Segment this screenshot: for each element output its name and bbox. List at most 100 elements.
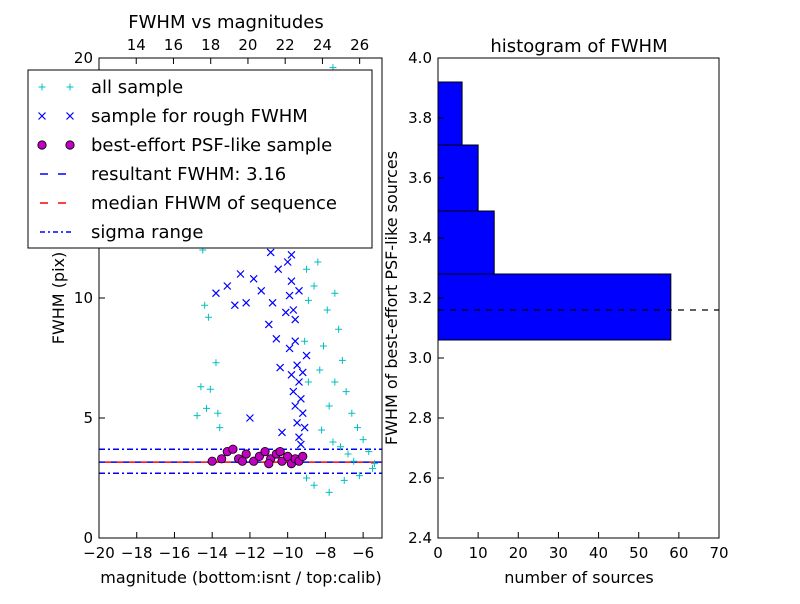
rough-sample-point: [291, 402, 300, 410]
rough-sample-point: [249, 274, 258, 283]
psf-sample-point: [207, 456, 217, 466]
legend-cross-icon: [38, 112, 46, 120]
all-sample-point: [350, 457, 358, 465]
all-sample-point: [310, 481, 318, 489]
x-tick-label: −6: [352, 544, 374, 562]
y-tick-label: 20: [74, 49, 93, 67]
psf-sample-point: [264, 458, 274, 469]
all-sample-point: [325, 402, 333, 410]
all-sample-point: [206, 385, 214, 393]
scatter-top-ticks: 14 16 18 20 22 24 26: [127, 36, 369, 64]
scatter-x-ticks: −20 −18 −16 −14 −12 −10 −8 −6: [83, 532, 374, 562]
x-tick-label: −8: [314, 544, 336, 562]
rough-sample-point: [272, 334, 281, 343]
y-tick-label: 3.6: [408, 169, 432, 187]
histogram-y-ticks: 2.4 2.6 2.8 3.0 3.2 3.4 3.6 3.8 4.0: [408, 49, 444, 547]
x-tick-label: 10: [469, 544, 488, 562]
y-tick-label: 3.2: [408, 289, 432, 307]
y-tick-label: 10: [74, 289, 93, 307]
legend-entry: best-effort PSF-like sample: [37, 135, 332, 156]
all-sample-point: [316, 366, 324, 374]
rough-sample-point: [281, 308, 290, 317]
y-tick-label: 5: [83, 409, 93, 427]
all-sample-point: [197, 383, 205, 391]
legend-label: best-effort PSF-like sample: [91, 135, 332, 156]
legend-plus-icon: [66, 83, 74, 91]
legend-label: sigma range: [91, 222, 203, 243]
all-sample-point: [353, 424, 361, 432]
rough-sample-point: [257, 286, 266, 295]
y-tick-label: 3.0: [408, 349, 432, 367]
all-sample-point: [318, 426, 326, 434]
rough-sample-point: [266, 248, 275, 257]
rough-sample-point: [242, 298, 251, 307]
all-sample-point: [304, 378, 312, 386]
rough-sample-point: [236, 270, 245, 278]
rough-sample-point: [296, 440, 305, 449]
legend-plus-icon: [38, 83, 46, 91]
psf-sample-point: [241, 449, 251, 459]
x-tick-label: −14: [196, 544, 228, 562]
rough-sample-point: [295, 433, 303, 442]
legend-circle-icon: [37, 140, 47, 150]
all-sample-point: [216, 424, 224, 432]
rough-sample-point: [289, 306, 298, 314]
rough-sample-point: [293, 361, 302, 370]
all-sample-point: [301, 337, 309, 345]
rough-sample-point: [223, 282, 232, 290]
rough-sample-point: [264, 320, 273, 329]
rough-sample-point: [295, 378, 303, 386]
rough-sample-point: [298, 409, 307, 418]
legend-entry: median FHWM of sequence: [40, 193, 337, 214]
psf-sample-point: [217, 454, 227, 464]
psf-sample-point: [228, 444, 238, 454]
all-sample-point: [331, 378, 339, 386]
y-tick-label: 2.4: [408, 529, 432, 547]
scatter-x-label: magnitude (bottom:isnt / top:calib): [100, 568, 381, 587]
x-tick-label: −12: [234, 544, 266, 562]
all-sample-point: [203, 404, 211, 412]
scatter-panel: FWHM vs magnitudes −20 −18 −16 −14 −12 −10 −8−…: [27, 12, 383, 587]
top-tick-label: 26: [350, 36, 369, 54]
rough-sample-point: [296, 394, 305, 403]
all-sample-point: [323, 306, 331, 314]
rough-sample-point: [302, 351, 311, 360]
histogram-bar: [437, 144, 479, 212]
psf-sample-point: [275, 446, 285, 457]
all-sample-point: [348, 409, 356, 417]
legend-entry: sample for rough FWHM: [38, 106, 308, 127]
legend-entry: all sample: [38, 77, 183, 98]
x-tick-label: 60: [669, 544, 688, 562]
legend-entries: all sample sample for rough FWHM best-effo…: [37, 77, 337, 243]
x-tick-label: 70: [709, 544, 728, 562]
rough-sample-point: [285, 291, 294, 300]
all-sample-point: [214, 409, 222, 417]
rough-sample-point: [293, 418, 302, 427]
scatter-y-label: FWHM (pix): [49, 252, 68, 345]
rough-sample-point: [278, 428, 286, 437]
rough-sample-point: [268, 298, 277, 307]
rough-sample-point: [287, 277, 296, 286]
histogram-title: histogram of FWHM: [490, 36, 667, 57]
x-tick-label: −16: [159, 544, 191, 562]
all-sample-point: [320, 342, 328, 350]
all-sample-point: [369, 464, 377, 472]
legend-box: [27, 69, 373, 249]
y-tick-label: 0: [83, 529, 93, 547]
all-sample-point: [204, 313, 212, 321]
rough-sample-point: [283, 258, 292, 266]
all-sample-point: [304, 296, 312, 304]
rough-sample-point: [300, 423, 309, 432]
x-tick-label: 0: [433, 544, 443, 562]
all-sample-point: [303, 474, 311, 482]
x-tick-label: 30: [549, 544, 568, 562]
psf-sample-point: [237, 456, 247, 466]
all-sample-point: [342, 388, 350, 396]
rough-sample-point: [212, 289, 220, 298]
all-sample-point: [355, 472, 363, 480]
x-tick-label: −18: [121, 544, 153, 562]
all-sample-point: [344, 450, 352, 458]
rough-sample-point: [291, 337, 300, 346]
rough-sample-point: [287, 250, 296, 259]
